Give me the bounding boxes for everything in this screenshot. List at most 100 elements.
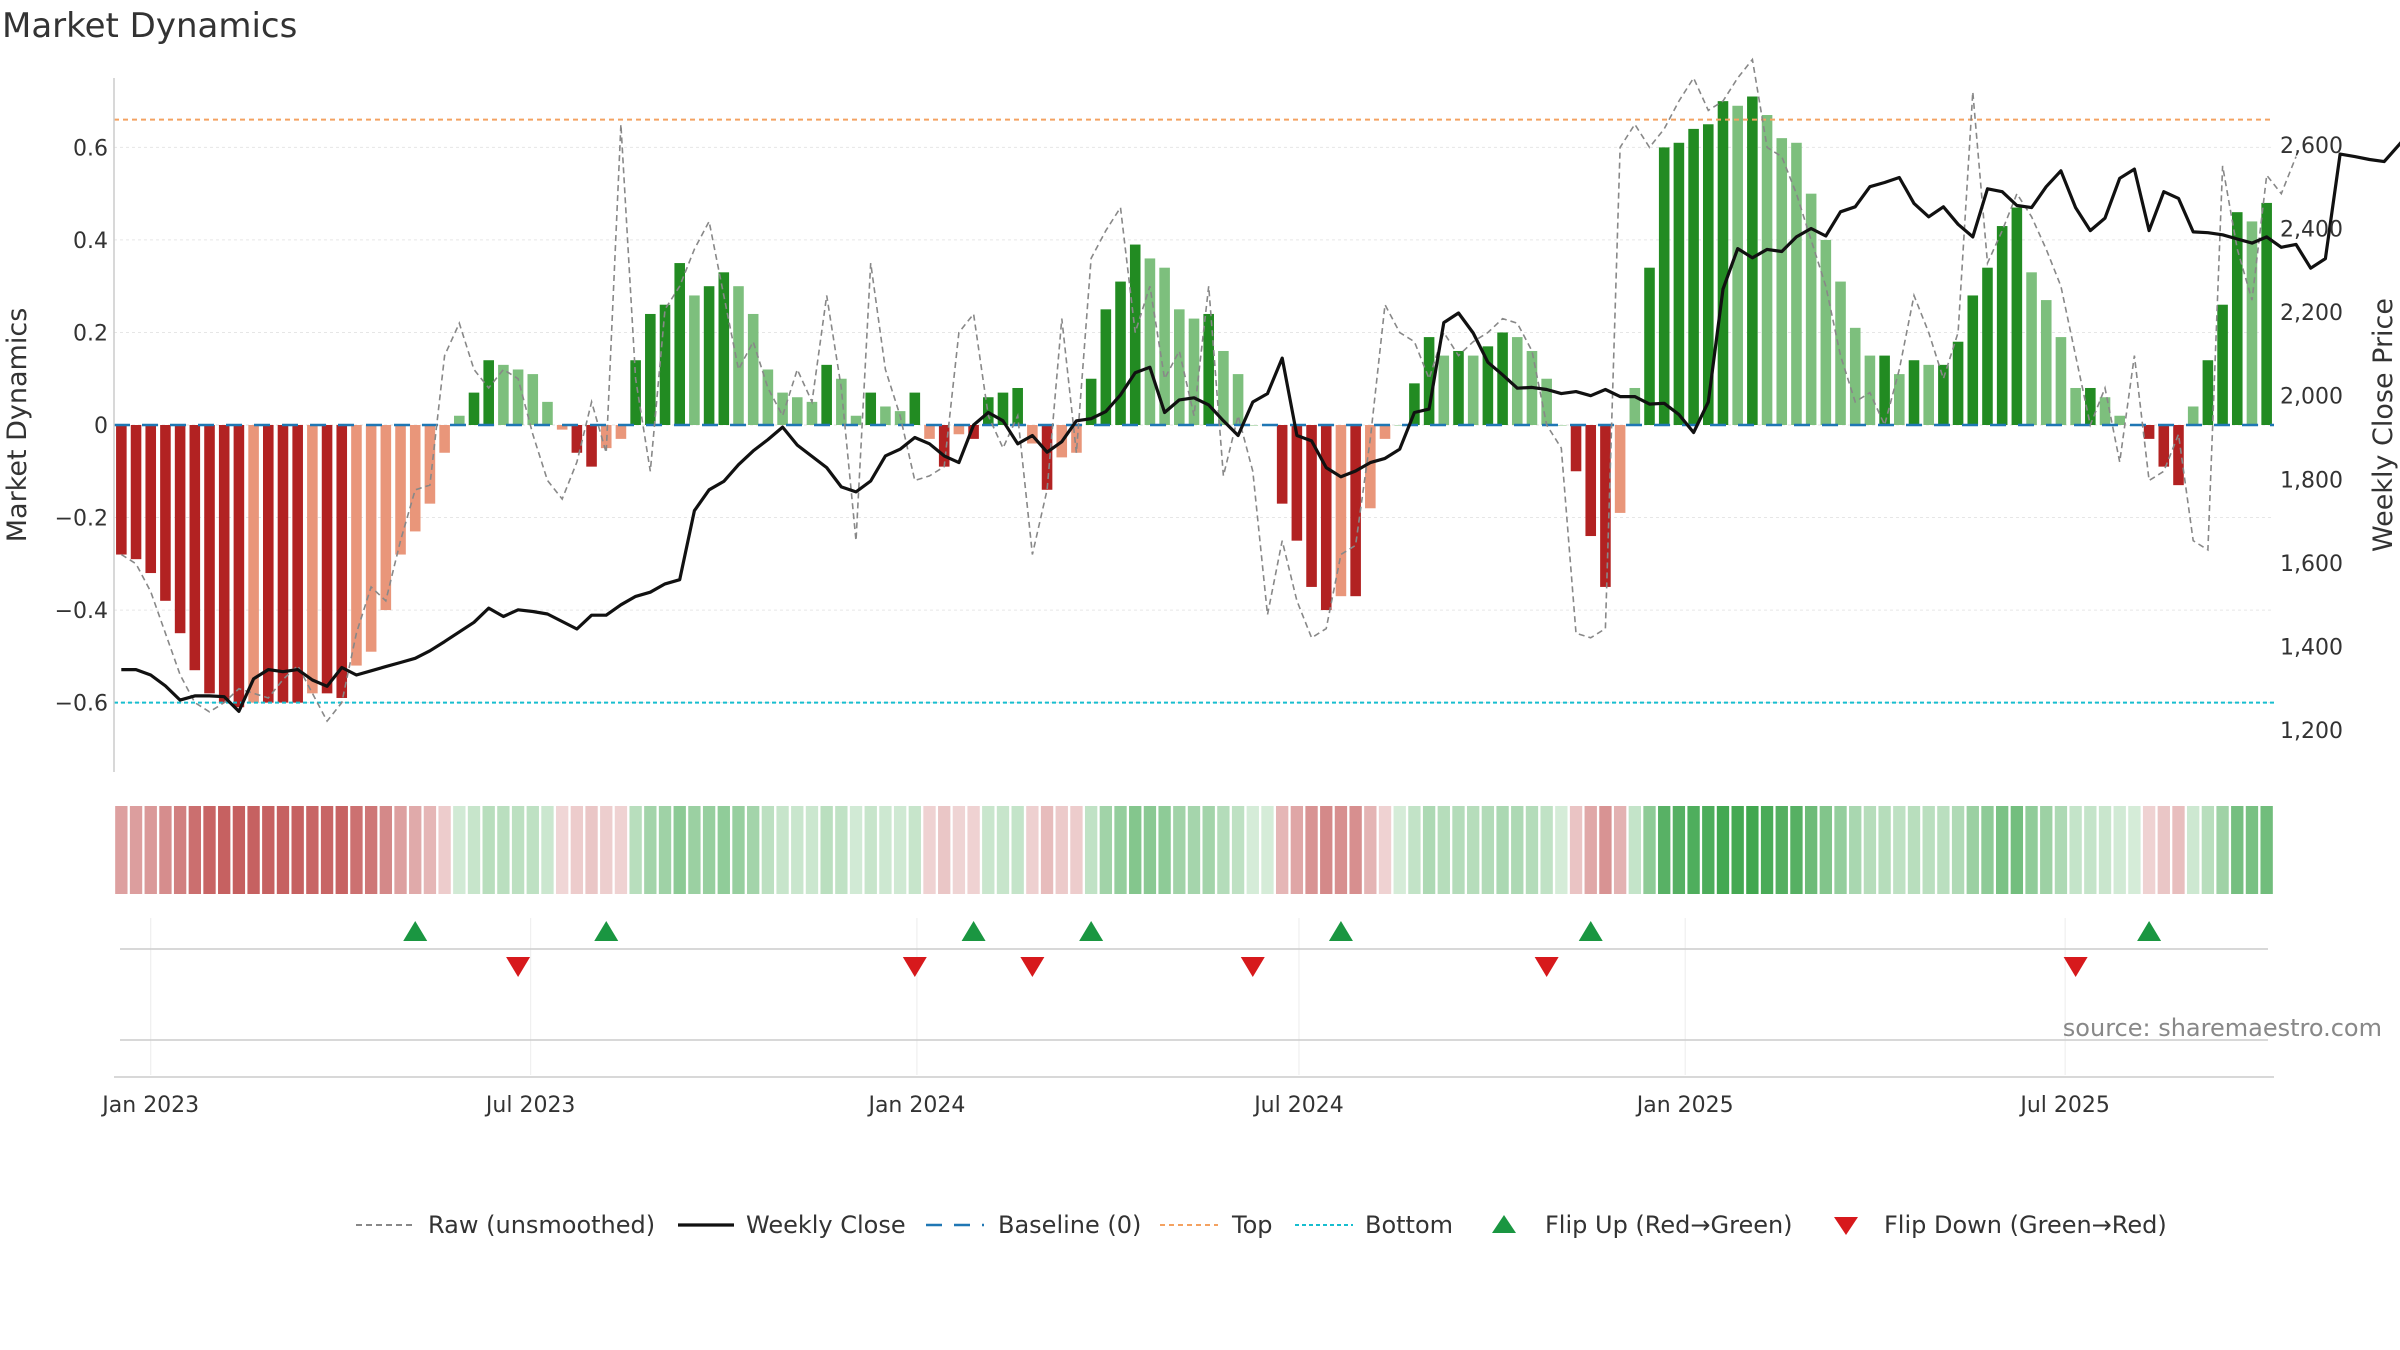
dynamics-bar [1820,239,1832,425]
dynamics-bar [1776,138,1788,425]
dynamics-bar [2070,387,2081,425]
dynamics-bar [1482,346,1494,425]
dynamics-bar [1761,115,1773,425]
y-axis-label: Market Dynamics [2,308,33,543]
regime-cell [1452,806,1465,894]
dynamics-bar [556,425,568,430]
legend-item-bottom: Bottom [1295,1211,1453,1239]
regime-cell [2157,806,2170,894]
regime-cell [1819,806,1833,894]
regime-cell [2260,806,2273,894]
dynamics-bar [498,364,509,425]
flip-down-marker [506,957,531,977]
dynamics-bar [1894,374,1905,425]
dynamics-bar [1864,355,1876,425]
regime-cell [1555,806,1568,894]
dynamics-bar [204,425,215,694]
dynamics-bar [160,425,171,601]
dynamics-bar [1012,387,1023,425]
legend-label: Bottom [1365,1211,1453,1239]
x-tick-label: Jul 2023 [484,1093,576,1118]
source-credit: source: sharemaestro.com [2062,1014,2382,1042]
y-tick-label: −0.2 [55,507,108,532]
regime-cell [952,806,966,894]
regime-cell [644,806,657,894]
dynamics-bar [586,425,597,467]
dynamics-bar [865,392,877,425]
legend-item-flip-up: Flip Up (Red→Green) [1492,1211,1793,1239]
dynamics-bar [130,425,142,560]
regime-cell [761,806,775,894]
regime-cell [1878,806,1891,894]
regime-cell [159,806,172,894]
dynamics-bar [674,263,686,425]
dynamics-bar [1203,313,1214,425]
x-tick-label: Jan 2025 [1635,1093,1734,1118]
dynamics-bar [2114,415,2126,425]
dynamics-bar [1144,258,1156,425]
regime-cell [1893,806,1906,894]
flip-up-marker [1079,921,1104,941]
dynamics-bar [1879,355,1890,425]
dynamics-bar [659,304,671,425]
regime-cell [394,806,407,894]
dynamics-bar [1732,105,1743,425]
dynamics-bar [2026,272,2037,425]
y2-tick-label: 1,200 [2280,719,2343,744]
regime-cell [1217,806,1230,894]
dynamics-bar [1365,425,1376,509]
regime-cell [115,806,128,894]
dynamics-bar [218,425,230,703]
regime-cell [218,806,231,894]
dynamics-bar [909,392,921,425]
y-tick-label: 0 [94,414,108,439]
dynamics-bar [747,313,759,425]
regime-cell [2054,806,2068,894]
regime-cell [1569,806,1583,894]
dynamics-bar [1438,355,1450,425]
dynamics-bar [2055,337,2067,425]
regime-cell [276,806,290,894]
regime-cell [908,806,921,894]
dynamics-bar [645,313,656,425]
regime-cell [893,806,907,894]
flip-up-marker [961,921,986,941]
dynamics-bar [1717,101,1729,425]
dynamics-bar [1658,147,1670,425]
dynamics-bar [1673,142,1685,426]
regime-cell [1408,806,1421,894]
dynamics-bar [615,425,627,439]
dynamics-bar [1453,350,1464,425]
regime-cell [1731,806,1744,894]
regime-cell [1011,806,1024,894]
dynamics-bar [1159,267,1170,425]
regime-cell [2040,806,2053,894]
regime-cell [1981,806,1994,894]
y-tick-label: −0.4 [55,599,108,624]
y2-axis-label: Weekly Close Price [2368,298,2399,552]
dynamics-bar [1379,425,1391,439]
regime-cell [262,806,275,894]
legend-label: Top [1231,1211,1273,1239]
y-tick-label: 0.4 [73,229,108,254]
dynamics-bar [1747,96,1758,426]
regime-cell [938,806,951,894]
dynamics-bar [1629,387,1641,425]
regime-cell [717,806,730,894]
regime-cell [2142,806,2156,894]
dynamics-bar [2143,425,2155,439]
dynamics-bar [512,369,524,425]
legend: Raw (unsmoothed) Weekly Close Baseline (0)… [356,1211,2167,1239]
regime-cell [2025,806,2038,894]
regime-cell [467,806,481,894]
dynamics-bar [1085,378,1097,425]
flip-markers [120,918,2268,1075]
regime-cell [1995,806,2009,894]
regime-cell [820,806,833,894]
regime-cell [1849,806,1862,894]
regime-cell [541,806,554,894]
dynamics-bar [336,425,348,698]
regime-cell [364,806,378,894]
dynamics-bar [968,425,979,439]
